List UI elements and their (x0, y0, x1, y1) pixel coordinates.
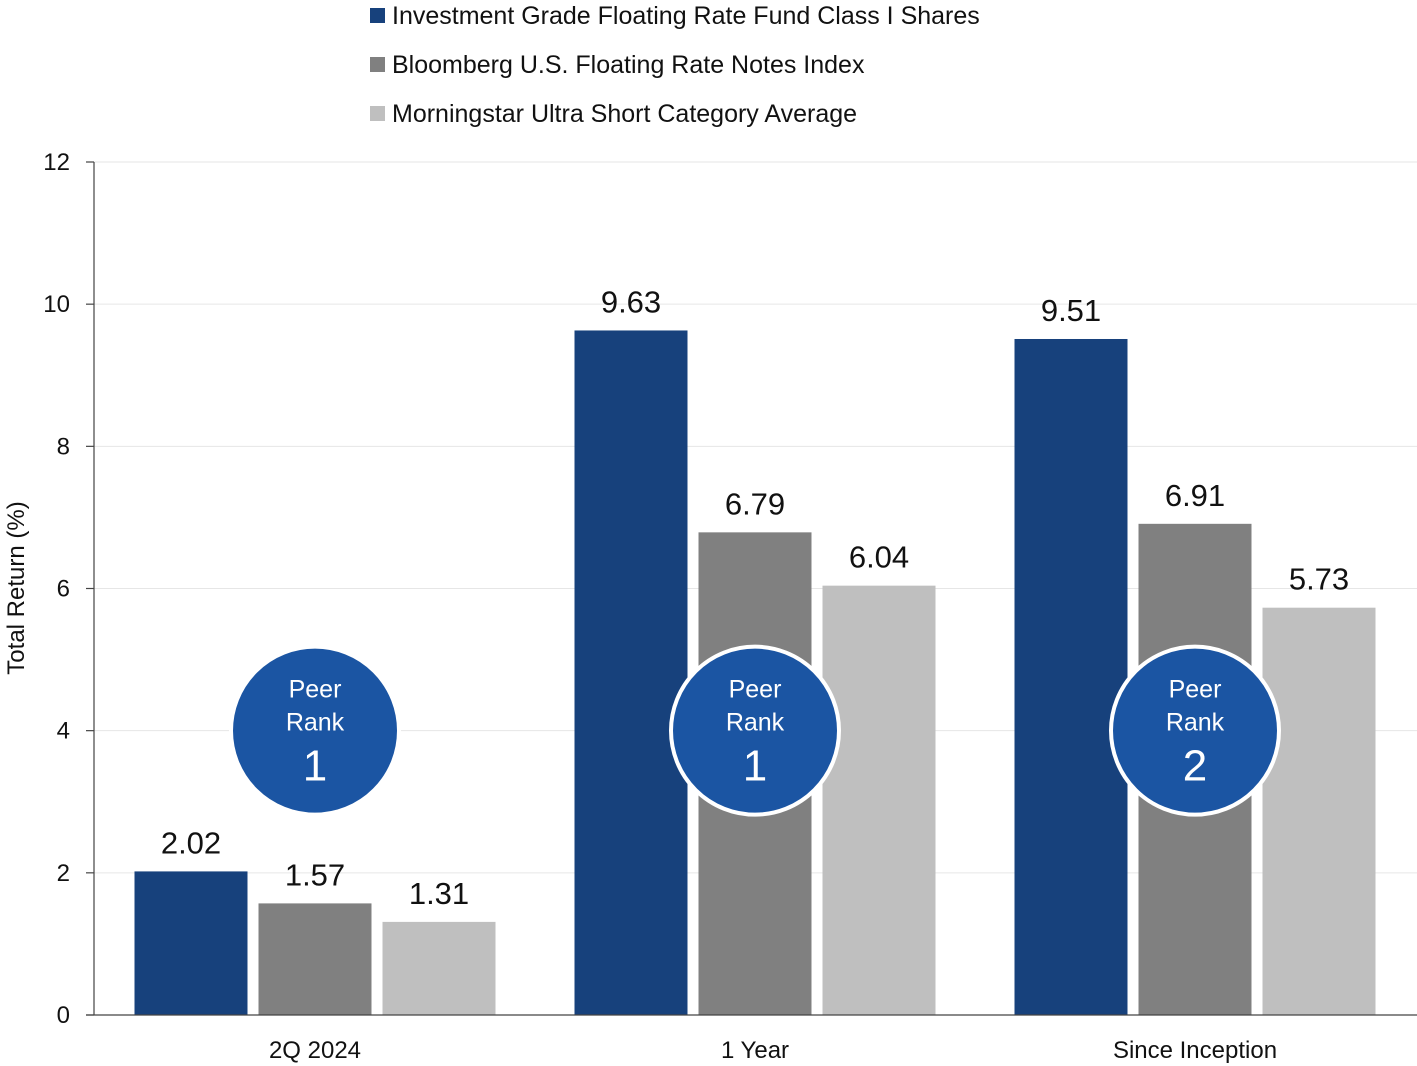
y-tick-label: 0 (57, 1002, 70, 1029)
bar (822, 585, 936, 1015)
bar (134, 871, 248, 1015)
peer-rank-label: Rank (1166, 709, 1225, 737)
data-label: 9.51 (1041, 293, 1101, 328)
y-tick-label: 8 (57, 433, 70, 460)
y-tick-label: 10 (43, 291, 70, 318)
peer-rank-value: 1 (303, 742, 327, 791)
data-label: 6.91 (1165, 478, 1225, 513)
legend-swatch (370, 57, 385, 72)
y-tick-label: 2 (57, 860, 70, 887)
legend-label: Bloomberg U.S. Floating Rate Notes Index (392, 51, 865, 79)
y-axis: 0 2 4 6 8 10 12 (43, 149, 95, 1029)
peer-rank-label: Peer (1169, 676, 1222, 704)
peer-rank-label: Rank (286, 709, 345, 737)
y-tick-label: 6 (57, 576, 70, 603)
data-label: 1.57 (285, 857, 345, 892)
y-tick-label: 12 (43, 149, 70, 176)
bars: 2.02 9.63 9.51 1.57 6.79 6.91 1.31 6.04 5.73 (134, 284, 1376, 1015)
peer-rank-value: 2 (1183, 742, 1207, 791)
y-tick-label: 4 (57, 718, 70, 745)
x-tick-label: Since Inception (1113, 1037, 1277, 1064)
peer-rank-circle (229, 644, 401, 817)
peer-rank-label: Rank (726, 709, 785, 737)
peer-rank-badge: Peer Rank 1 (229, 644, 401, 817)
legend-label: Investment Grade Floating Rate Fund Clas… (392, 2, 980, 30)
bar (1262, 607, 1376, 1015)
peer-rank-circle (1109, 644, 1281, 817)
data-label: 9.63 (601, 284, 661, 319)
data-label: 2.02 (161, 825, 221, 860)
legend: Investment Grade Floating Rate Fund Clas… (370, 2, 980, 128)
legend-label: Morningstar Ultra Short Category Average (392, 100, 857, 128)
bar (1014, 338, 1128, 1015)
peer-rank-label: Peer (729, 676, 782, 704)
data-label: 1.31 (409, 876, 469, 911)
peer-rank-label: Peer (289, 676, 342, 704)
peer-rank-value: 1 (743, 742, 767, 791)
data-label: 6.04 (849, 540, 909, 575)
peer-rank-badges: Peer Rank 1 Peer Rank 1 Peer Rank 2 (229, 644, 1281, 817)
bar (574, 330, 688, 1015)
data-label: 5.73 (1289, 562, 1349, 597)
legend-swatch (370, 106, 385, 121)
bar (258, 903, 372, 1015)
x-tick-label: 2Q 2024 (269, 1037, 361, 1064)
peer-rank-badge: Peer Rank 1 (669, 644, 841, 817)
peer-rank-badge: Peer Rank 2 (1109, 644, 1281, 817)
y-axis-label: Total Return (%) (3, 501, 30, 674)
x-axis: 2Q 2024 1 Year Since Inception (86, 1014, 1417, 1064)
x-tick-label: 1 Year (721, 1037, 789, 1064)
data-label: 6.79 (725, 486, 785, 521)
peer-rank-circle (669, 644, 841, 817)
legend-swatch (370, 8, 385, 23)
bar (382, 921, 496, 1015)
